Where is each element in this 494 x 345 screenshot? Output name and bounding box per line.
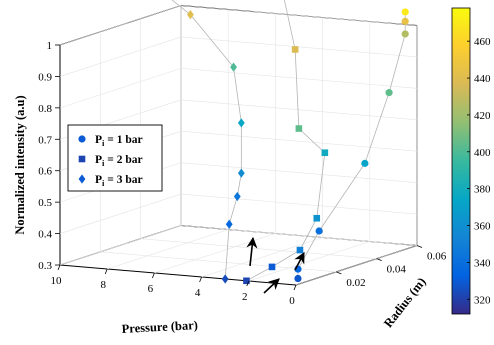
grid-line bbox=[154, 234, 275, 273]
data-point bbox=[316, 227, 323, 234]
data-point bbox=[294, 275, 301, 282]
data-point bbox=[292, 46, 299, 53]
data-point bbox=[234, 192, 241, 201]
arrow-2bar bbox=[264, 279, 279, 293]
z-tick-label: 0.3 bbox=[38, 260, 52, 272]
grid-line bbox=[249, 242, 370, 281]
z-tick-label: 0.6 bbox=[38, 166, 52, 178]
data-point bbox=[402, 18, 409, 25]
x-tick-label: 2 bbox=[242, 291, 248, 303]
y-tick-label: 0.02 bbox=[346, 277, 365, 289]
x-tick-label: 6 bbox=[148, 283, 154, 295]
grid-line bbox=[60, 5, 181, 44]
grid-line bbox=[60, 37, 181, 76]
y-tick-label: 0.06 bbox=[427, 251, 447, 263]
grid-line bbox=[141, 239, 377, 259]
grid-line bbox=[60, 68, 181, 107]
colorbar-tick-label: 400 bbox=[474, 147, 491, 159]
grid-line bbox=[181, 226, 417, 246]
y-tick-mark bbox=[417, 246, 422, 248]
data-point bbox=[361, 160, 368, 167]
z-tick-label: 0.4 bbox=[38, 229, 52, 241]
series-line-1 bbox=[298, 12, 405, 279]
grid-line bbox=[181, 131, 417, 151]
data-point bbox=[222, 274, 229, 283]
data-point bbox=[243, 278, 250, 285]
series-lines bbox=[135, 0, 405, 281]
grid-line bbox=[60, 194, 181, 233]
grid-line bbox=[181, 194, 417, 214]
x-tick-mark bbox=[58, 265, 60, 270]
data-point bbox=[402, 30, 409, 37]
x-axis-line bbox=[60, 265, 296, 285]
arrow-3bar bbox=[250, 238, 253, 266]
colorbar-tick-label: 320 bbox=[474, 294, 491, 306]
colorbar-tick-label: 340 bbox=[474, 257, 491, 269]
y-tick-mark bbox=[336, 272, 341, 274]
colorbar: 320 340 360 380 400 420 440 460 bbox=[452, 8, 491, 314]
data-point bbox=[402, 8, 409, 15]
legend-marker bbox=[78, 135, 85, 142]
x-tick-label: 4 bbox=[195, 287, 201, 299]
data-point bbox=[296, 125, 303, 132]
colorbar-tick-label: 460 bbox=[474, 36, 491, 48]
grid-line bbox=[60, 226, 181, 265]
grid-line bbox=[181, 37, 417, 57]
z-tick-label: 0.9 bbox=[38, 71, 52, 83]
x-tick-mark bbox=[200, 277, 202, 282]
z-tick-label: 0.5 bbox=[38, 197, 52, 209]
colorbar-tick-label: 380 bbox=[474, 184, 491, 196]
data-point bbox=[322, 149, 329, 156]
series-line-2 bbox=[246, 0, 324, 281]
data-point bbox=[313, 215, 320, 222]
data-point bbox=[269, 264, 276, 271]
x-tick-label: 10 bbox=[51, 275, 63, 287]
grid-line bbox=[181, 163, 417, 183]
y-tick-label: 0.04 bbox=[387, 264, 407, 276]
colorbar-gradient bbox=[452, 8, 470, 314]
data-point bbox=[297, 247, 304, 254]
data-point bbox=[238, 118, 245, 127]
data-point bbox=[226, 220, 233, 229]
x-axis-label: Pressure (bar) bbox=[121, 318, 198, 336]
x-tick-mark bbox=[152, 273, 154, 278]
legend-marker bbox=[79, 156, 86, 163]
z-tick-label: 0.8 bbox=[38, 103, 52, 115]
x-tick-label: 8 bbox=[100, 279, 106, 291]
x-tick-mark bbox=[105, 269, 107, 274]
y-axis-label: Radius (m) bbox=[381, 275, 429, 330]
z-axis-label: Normalized intensity (a.u) bbox=[13, 95, 27, 234]
grid-line bbox=[181, 68, 417, 88]
colorbar-tick-label: 420 bbox=[474, 110, 491, 122]
z-tick-label: 1 bbox=[47, 40, 53, 52]
colorbar-tick-label: 360 bbox=[474, 221, 491, 233]
x-tick-label: 0 bbox=[289, 295, 295, 307]
x-tick-mark bbox=[294, 285, 296, 290]
grid-line bbox=[107, 230, 228, 269]
z-tick-label: 0.7 bbox=[38, 134, 52, 146]
grid-line bbox=[181, 100, 417, 120]
y-tick-mark bbox=[377, 259, 382, 261]
grid-line bbox=[181, 5, 417, 25]
data-point bbox=[385, 89, 392, 96]
data-point bbox=[238, 169, 245, 178]
colorbar-tick-label: 440 bbox=[474, 73, 491, 85]
